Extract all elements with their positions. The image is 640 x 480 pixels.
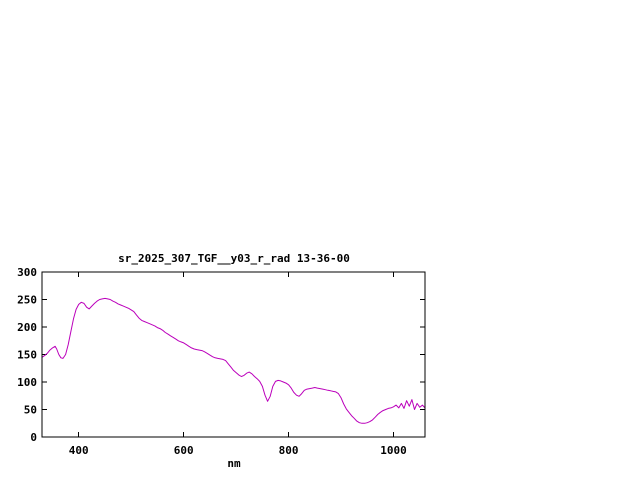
y-tick-label: 200 (17, 321, 37, 334)
x-tick-label: 800 (279, 444, 299, 457)
x-axis-label: nm (227, 457, 241, 470)
x-tick-label: 600 (174, 444, 194, 457)
plot-border-rect (41, 271, 426, 438)
y-tick-label: 50 (24, 404, 37, 417)
y-tick-label: 150 (17, 349, 37, 362)
chart-title: sr_2025_307_TGF__y03_r_rad 13-36-00 (118, 252, 350, 265)
x-tick-label: 1000 (380, 444, 407, 457)
y-tick-label: 300 (17, 266, 37, 279)
plot-border (41, 271, 426, 438)
series-line (41, 297, 426, 424)
axis-tick-labels: 400 600 800 1000 0 50 100 150 200 250 300 (17, 266, 407, 457)
data-series (41, 297, 426, 424)
axis-ticks (42, 271, 425, 438)
y-tick-label: 0 (30, 431, 37, 444)
y-tick-label: 250 (17, 294, 37, 307)
y-tick-label: 100 (17, 376, 37, 389)
x-tick-label: 400 (69, 444, 89, 457)
